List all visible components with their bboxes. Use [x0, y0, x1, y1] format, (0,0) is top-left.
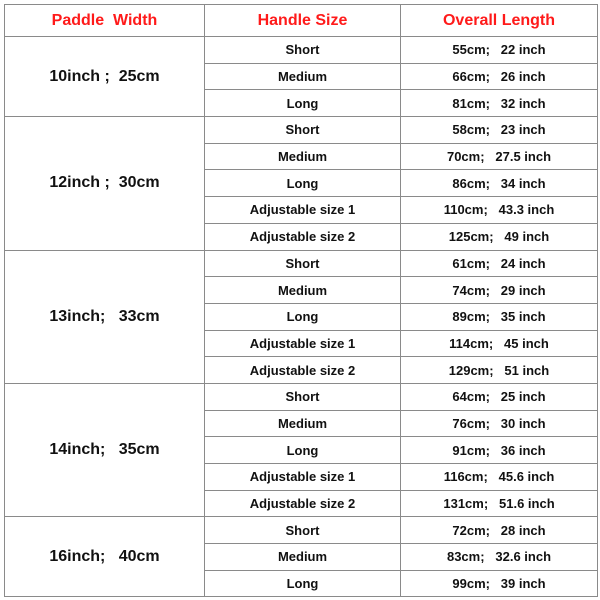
handle-size-cell: Short: [204, 116, 401, 144]
overall-length-cell: 89cm; 35 inch: [400, 302, 598, 331]
overall-length-cell: 64cm; 25 inch: [400, 382, 598, 411]
handle-size-cell: Adjustable size 2: [204, 489, 401, 518]
overall-length-cell: 110cm; 43.3 inch: [400, 196, 598, 224]
paddle-width-cell: 12inch ; 30cm: [4, 116, 205, 251]
paddle-width-cell: 14inch; 35cm: [4, 382, 205, 518]
handle-size-cell: Adjustable size 2: [204, 222, 401, 251]
table-row: Long 89cm; 35 inch: [5, 302, 598, 331]
handle-size-cell: Short: [204, 382, 401, 411]
overall-length-cell: 81cm; 32 inch: [400, 89, 598, 118]
handle-size-cell: Long: [204, 169, 401, 198]
paddle-width-cell: 16inch; 40cm: [4, 516, 205, 598]
handle-size-cell: Medium: [204, 142, 401, 171]
overall-length-cell: 83cm; 32.6 inch: [400, 543, 598, 571]
overall-length-cell: 99cm; 39 inch: [400, 569, 598, 598]
table-row: Adjustable size 2 129cm; 51 inch: [5, 356, 598, 384]
overall-length-cell: 72cm; 28 inch: [400, 516, 598, 545]
overall-length-cell: 131cm; 51.6 inch: [400, 489, 598, 518]
header-row: Paddle Width Handle Size Overall Length: [4, 4, 598, 37]
handle-size-cell: Medium: [204, 276, 401, 304]
handle-size-cell: Adjustable size 1: [204, 196, 401, 224]
handle-size-cell: Long: [204, 436, 401, 464]
handle-size-cell: Short: [204, 36, 401, 64]
table-row: Medium 70cm; 27.5 inch: [5, 142, 598, 171]
table-row: Medium 76cm; 30 inch: [5, 409, 598, 438]
header-handle-size: Handle Size: [204, 4, 401, 37]
handle-size-cell: Long: [204, 302, 401, 331]
table-row: 13inch; 33cm Short 61cm; 24 inch: [4, 249, 598, 384]
overall-length-cell: 129cm; 51 inch: [400, 356, 598, 384]
handle-size-cell: Adjustable size 1: [204, 329, 401, 358]
handle-size-cell: Medium: [204, 409, 401, 438]
handle-size-cell: Long: [204, 569, 401, 598]
overall-length-cell: 66cm; 26 inch: [400, 62, 598, 91]
overall-length-cell: 74cm; 29 inch: [400, 276, 598, 304]
overall-length-cell: 70cm; 27.5 inch: [400, 142, 598, 171]
handle-size-cell: Long: [204, 89, 401, 118]
table-row: 16inch; 40cm Short 72cm; 28 inch: [4, 516, 598, 598]
table-row: Adjustable size 1 116cm; 45.6 inch: [5, 463, 598, 491]
overall-length-cell: 61cm; 24 inch: [400, 249, 598, 278]
table-row: Adjustable size 2 131cm; 51.6 inch: [5, 489, 598, 518]
overall-length-cell: 76cm; 30 inch: [400, 409, 598, 438]
handle-size-cell: Medium: [204, 543, 401, 571]
handle-size-cell: Short: [204, 516, 401, 545]
table-row: Medium 74cm; 29 inch: [5, 276, 598, 304]
overall-length-cell: 91cm; 36 inch: [400, 436, 598, 464]
handle-size-cell: Adjustable size 1: [204, 463, 401, 491]
overall-length-cell: 114cm; 45 inch: [400, 329, 598, 358]
table-row: Long 81cm; 32 inch: [5, 89, 598, 118]
handle-size-cell: Medium: [204, 62, 401, 91]
overall-length-cell: 58cm; 23 inch: [400, 116, 598, 144]
paddle-width-cell: 13inch; 33cm: [4, 249, 205, 384]
overall-length-cell: 125cm; 49 inch: [400, 222, 598, 251]
handle-size-cell: Adjustable size 2: [204, 356, 401, 384]
paddle-width-cell: 10inch ; 25cm: [4, 35, 205, 118]
table-row: Long 99cm; 39 inch: [5, 569, 598, 598]
table-row: Adjustable size 1 114cm; 45 inch: [5, 329, 598, 358]
table-row: Medium 66cm; 26 inch: [5, 62, 598, 91]
table-row: 14inch; 35cm Short 64cm; 25 inch: [4, 382, 598, 518]
table-row: Medium 83cm; 32.6 inch: [5, 543, 598, 571]
overall-length-cell: 116cm; 45.6 inch: [400, 463, 598, 491]
overall-length-cell: 55cm; 22 inch: [400, 36, 598, 64]
table-row: 12inch ; 30cm Short 58cm; 23 inch: [4, 116, 598, 251]
overall-length-cell: 86cm; 34 inch: [400, 169, 598, 198]
header-overall-length: Overall Length: [400, 4, 598, 37]
header-paddle-width: Paddle Width: [4, 4, 205, 37]
table-row: 10inch ; 25cm Short 55cm; 22 inch: [4, 35, 598, 118]
paddle-size-table: Paddle Width Handle Size Overall Length …: [4, 4, 598, 598]
table-body: 10inch ; 25cm Short 55cm; 22 inch Medium 66c…: [4, 35, 598, 598]
handle-size-cell: Short: [204, 249, 401, 278]
